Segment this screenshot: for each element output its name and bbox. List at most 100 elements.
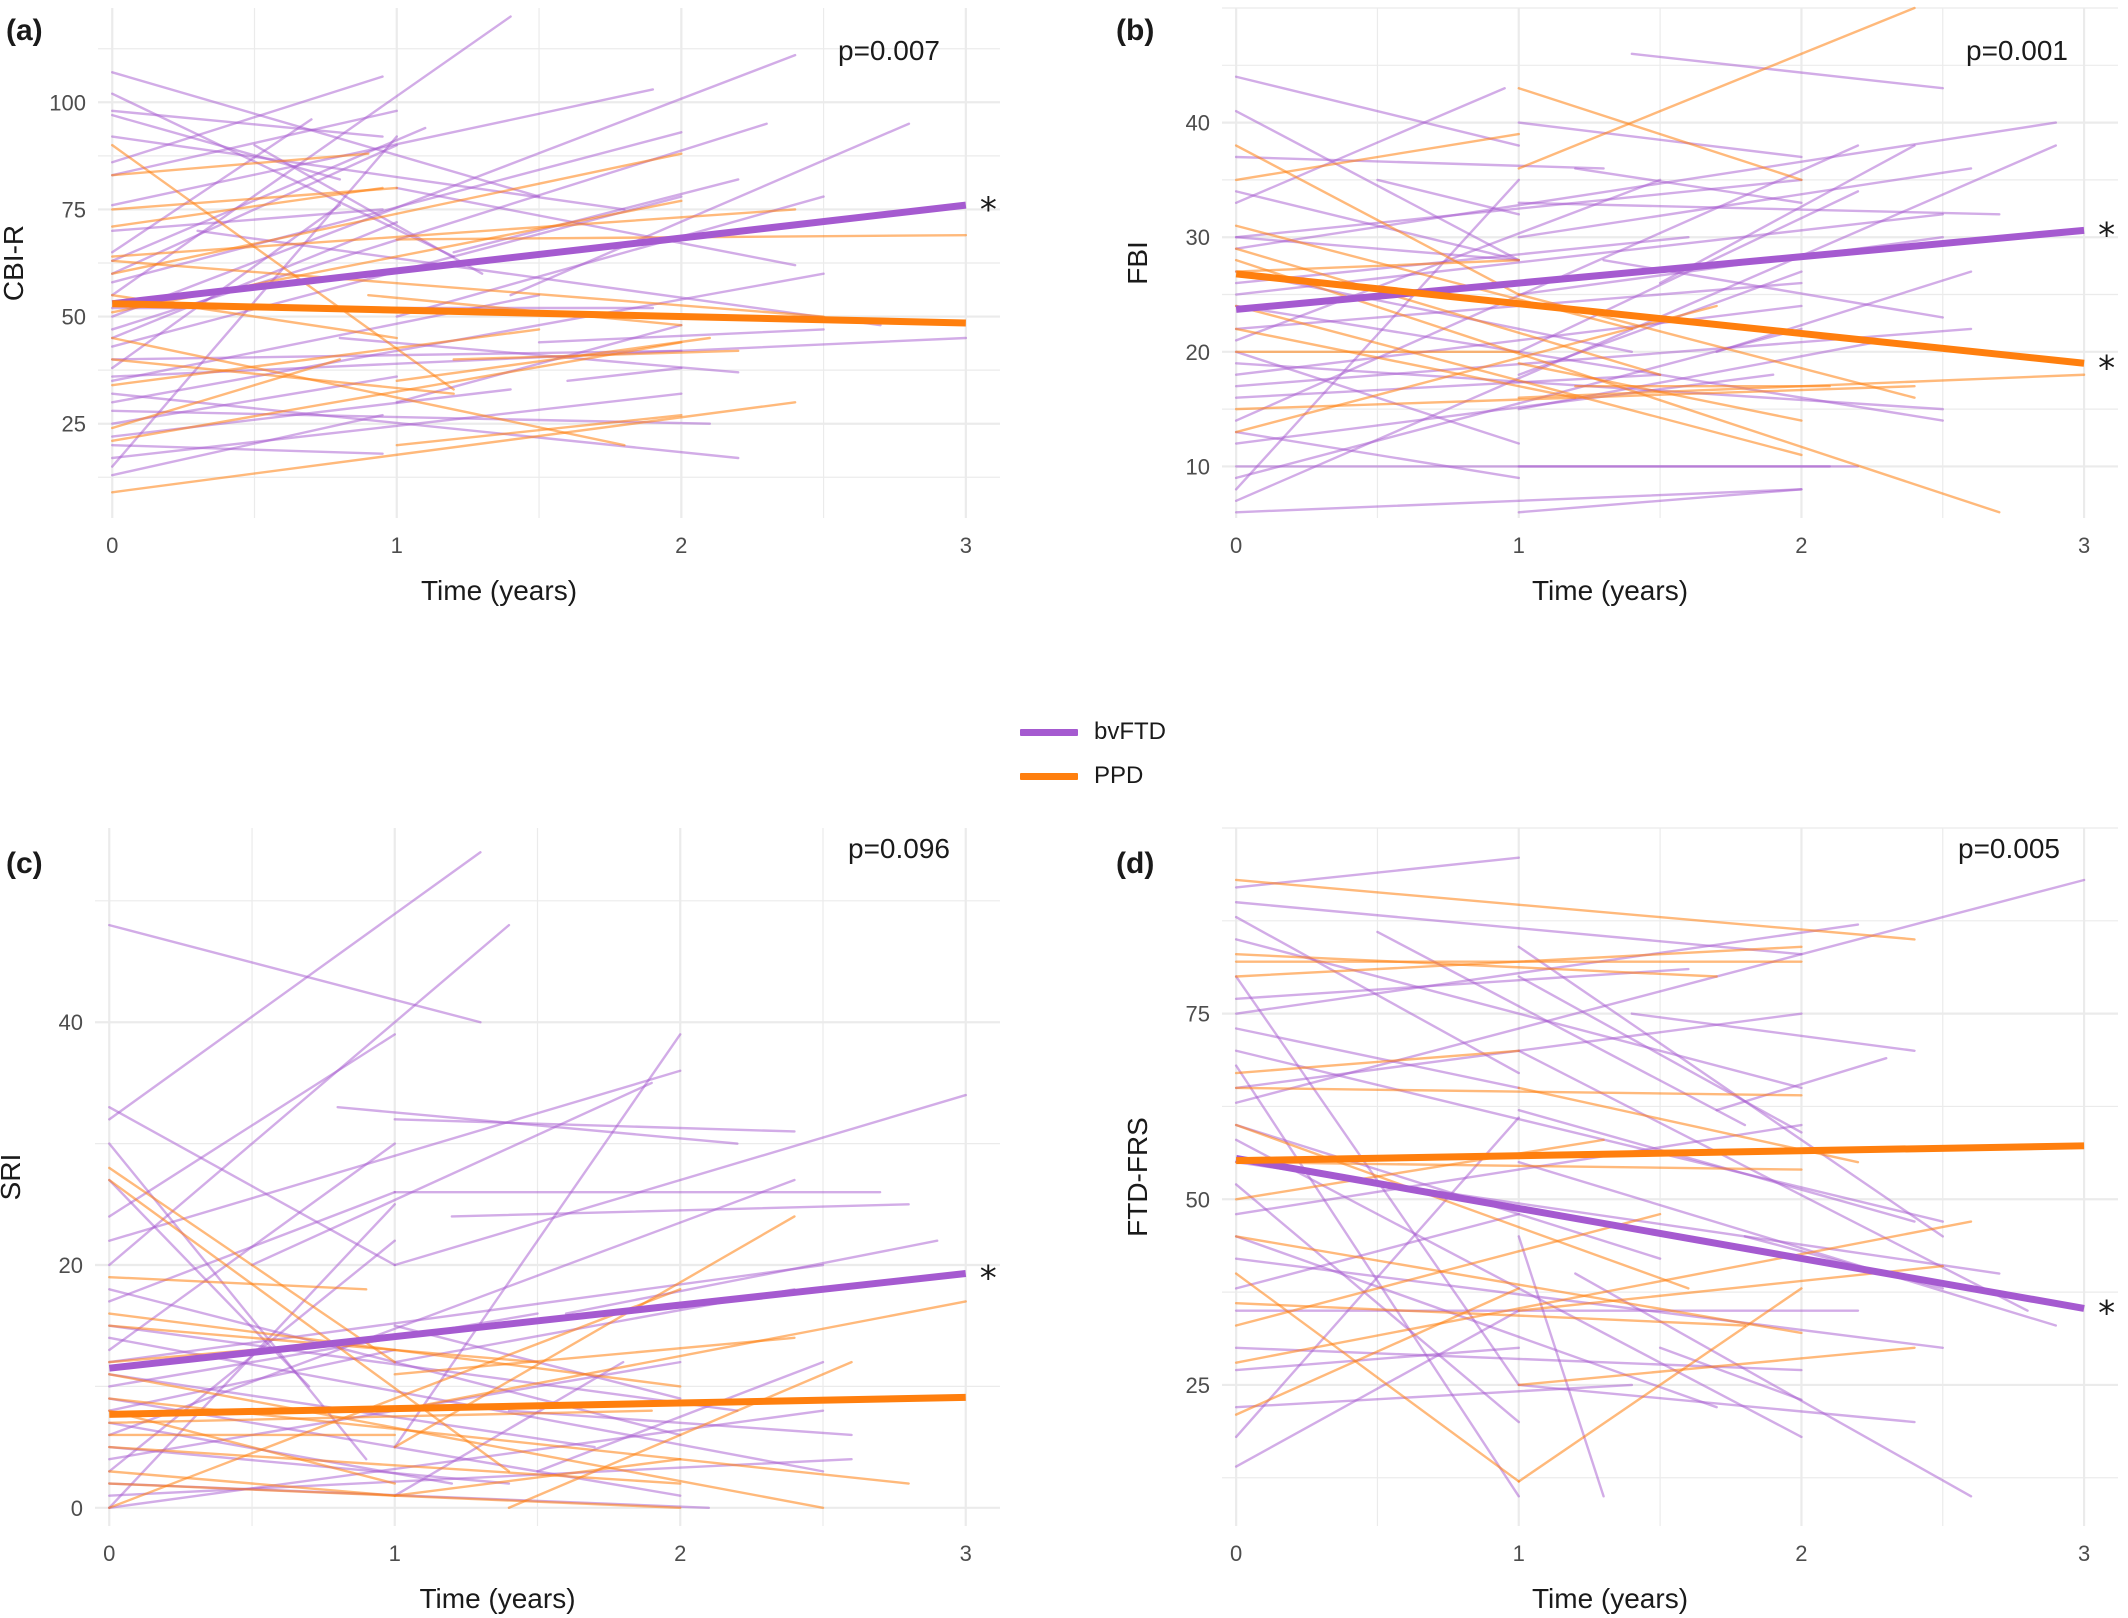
trajectory-line xyxy=(336,1105,739,1145)
trajectory-line xyxy=(507,1360,853,1509)
legend-item-ppd: PPD xyxy=(1020,756,1143,796)
y-tick-label: 30 xyxy=(1186,225,1210,250)
trajectory-line xyxy=(1234,1287,1520,1416)
y-tick-label: 25 xyxy=(1186,1373,1210,1398)
trajectory-line xyxy=(1234,915,1520,1075)
trajectory-line xyxy=(566,366,683,383)
trajectory-line xyxy=(1234,236,1690,285)
trajectory-line xyxy=(1234,1272,1520,1483)
fit-line-ppd xyxy=(109,1393,966,1418)
x-tick-label: 0 xyxy=(103,1541,115,1566)
trajectory-line xyxy=(111,113,342,181)
trajectory-line xyxy=(111,88,655,207)
trajectory-line xyxy=(1234,1086,1803,1097)
trajectory-line xyxy=(111,358,342,430)
x-tick-label: 2 xyxy=(1795,1541,1807,1566)
panel-b: * * 0 1 2 3 10 20 30 40 Time (years) FBI (b) p=0.001 xyxy=(1116,6,2118,606)
trajectory-line xyxy=(338,336,740,374)
trajectory-line xyxy=(111,341,683,443)
trajectory-line xyxy=(108,1033,396,1218)
p-value: p=0.001 xyxy=(1966,35,2068,66)
trajectory-line xyxy=(108,1166,396,1364)
trajectory-line xyxy=(111,92,455,258)
trajectory-line xyxy=(1630,1012,1916,1052)
trajectory-line xyxy=(1234,109,1520,262)
trajectory-line xyxy=(1517,1235,1605,1498)
trajectory-line xyxy=(111,131,683,284)
y-tick-label: 75 xyxy=(62,197,86,222)
trajectory-line xyxy=(1234,178,1662,342)
trajectory-line xyxy=(1517,201,2001,216)
trajectory-line xyxy=(393,1300,967,1412)
trajectory-line xyxy=(1234,258,1520,273)
trajectory-line xyxy=(393,1033,682,1449)
trajectory-line xyxy=(1234,144,1520,296)
legend-label-ppd: PPD xyxy=(1094,762,1144,789)
y-tick-label: 50 xyxy=(1186,1187,1210,1212)
trajectory-line xyxy=(509,122,911,297)
trajectory-line xyxy=(1517,270,1803,376)
trajectory-line xyxy=(111,413,384,477)
trajectory-line xyxy=(1234,304,1803,376)
trajectory-line xyxy=(1517,488,1803,514)
trajectory-line xyxy=(393,1458,682,1497)
trajectory-line xyxy=(1234,1027,1520,1090)
fit-line-bvftd xyxy=(111,201,967,308)
trajectory-line xyxy=(108,923,482,1024)
trajectory-line xyxy=(108,1409,653,1425)
trajectory-line xyxy=(395,336,711,383)
legend-label-bvftd: bvFTD xyxy=(1094,718,1166,745)
y-axis-label: SRI xyxy=(0,1154,26,1201)
trajectory-line xyxy=(1517,87,1803,182)
trajectory-line xyxy=(1234,1116,1520,1439)
x-tick-label: 2 xyxy=(1795,533,1807,558)
trajectory-line xyxy=(1234,1183,1520,1424)
trajectory-line xyxy=(111,208,384,233)
trajectory-line xyxy=(1234,1302,1747,1327)
trajectory-line xyxy=(536,1360,825,1473)
y-axis-label: FTD-FRS xyxy=(1122,1117,1153,1237)
trajectory-line xyxy=(1517,945,1944,1238)
trajectory-line xyxy=(111,328,541,387)
trajectory-line xyxy=(393,1093,967,1267)
panel-label: (d) xyxy=(1116,847,1154,880)
x-tick-label: 3 xyxy=(960,533,972,558)
trajectory-line xyxy=(108,1348,396,1412)
trajectory-line xyxy=(1517,1287,1803,1483)
x-tick-label: 0 xyxy=(1230,1541,1242,1566)
legend-item-bvftd: bvFTD xyxy=(1020,712,1166,752)
trajectory-line xyxy=(108,1288,682,1509)
fit-line-bvftd xyxy=(1235,226,2085,313)
trajectory-line xyxy=(111,392,683,460)
y-axis-label: FBI xyxy=(1122,241,1153,285)
y-tick-label: 100 xyxy=(49,90,86,115)
trajectory-line xyxy=(1517,1108,1916,1223)
fit-line-bvftd xyxy=(1235,1154,2085,1312)
trajectory-line xyxy=(108,1263,825,1364)
trajectory-line xyxy=(1234,327,1803,480)
trajectories-bvftd xyxy=(1234,52,2058,514)
trajectory-line xyxy=(1715,1056,1888,1112)
y-axis-label: CBI-R xyxy=(0,225,29,301)
trajectory-line xyxy=(111,135,626,211)
trajectory-line xyxy=(1234,1212,1662,1327)
trajectory-line xyxy=(1234,1309,1520,1468)
trajectory-line xyxy=(1517,6,1916,170)
trajectory-line xyxy=(1234,945,1803,978)
trajectory-line xyxy=(108,851,482,1121)
trajectory-line xyxy=(196,229,882,327)
trajectory-line xyxy=(108,1470,396,1497)
trajectory-line xyxy=(111,152,683,275)
x-tick-label: 1 xyxy=(391,533,403,558)
trajectory-line xyxy=(1715,270,1973,354)
trajectory-line xyxy=(1574,167,1803,205)
y-tick-label: 75 xyxy=(1186,1002,1210,1027)
trajectory-line xyxy=(507,1409,853,1437)
trajectory-line xyxy=(1517,1160,2058,1327)
trajectory-line xyxy=(1234,1235,1803,1335)
fit-line-ppd xyxy=(112,300,966,327)
significance-star: * xyxy=(980,1259,997,1299)
trajectory-line xyxy=(108,1445,682,1485)
significance-star: * xyxy=(980,190,997,230)
